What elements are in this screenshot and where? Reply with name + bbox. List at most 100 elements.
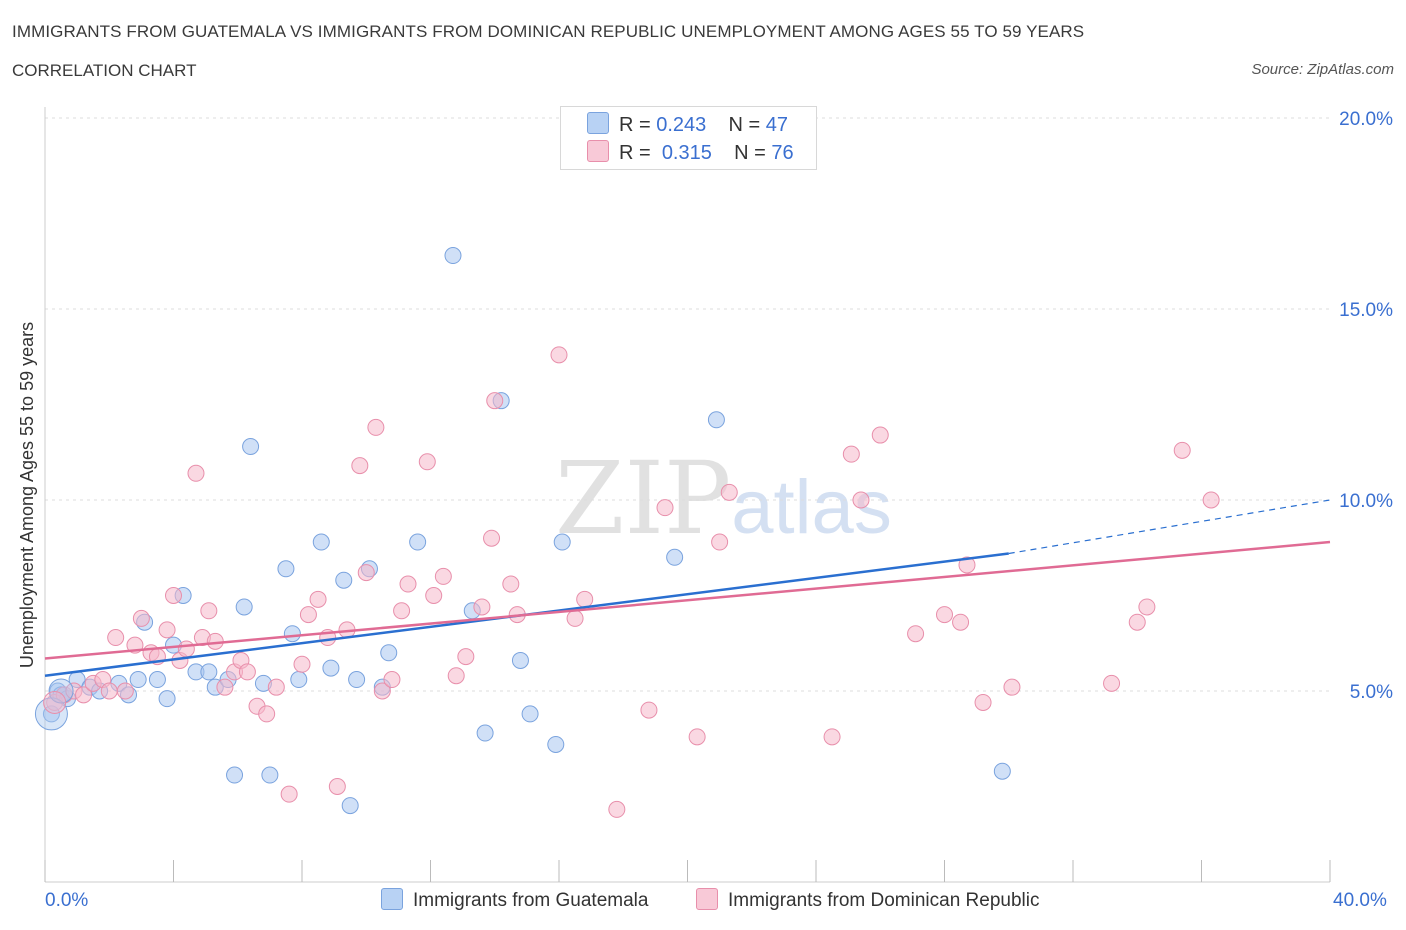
dominican-point [720, 483, 738, 501]
legend-n-label: N = [734, 142, 766, 164]
dominican-point [367, 418, 385, 436]
legend-label-dominican: Immigrants from Dominican Republic [728, 890, 1040, 911]
guatemala-point [261, 766, 279, 784]
dominican-point [351, 457, 369, 475]
dominican-point [936, 606, 953, 624]
dominican-point [1202, 491, 1220, 509]
dominican-point [258, 705, 276, 723]
dominican-point [576, 590, 594, 608]
dominican-point [974, 693, 992, 711]
stats-legend: R = 0.243 N = 47 R = 0.315 N = 76 [560, 106, 817, 170]
legend-row-guatemala: R = 0.243 N = 47 [587, 112, 788, 136]
dominican-point [165, 587, 182, 604]
legend-swatch-dominican [696, 888, 718, 910]
watermark-atlas: atlas [731, 465, 892, 550]
dominican-point [473, 598, 491, 616]
guatemala-point [322, 659, 340, 677]
legend-label-guatemala: Immigrants from Guatemala [413, 890, 649, 911]
dominican-point [393, 602, 411, 620]
guatemala-point [290, 671, 308, 689]
guatemala-point [200, 663, 218, 681]
legend-swatch-guatemala [381, 888, 403, 910]
dominican-point [640, 701, 658, 719]
dominican-point [399, 575, 417, 593]
dominican-point [328, 778, 346, 795]
dominican-point [566, 609, 584, 627]
guatemala-point [341, 797, 359, 815]
dominican-point [177, 640, 195, 658]
guatemala-point [335, 571, 353, 589]
dominican-point [1128, 613, 1146, 631]
guatemala-point [707, 411, 725, 429]
guatemala-point [666, 548, 684, 566]
axes [44, 107, 1331, 883]
legend-r-value-dominican: 0.315 [661, 142, 712, 164]
y-tick-labels: 5.0% 10.0% 15.0% 20.0% [1339, 109, 1393, 703]
legend-n-value-dominican: 76 [771, 142, 794, 164]
guatemala-point [129, 671, 147, 689]
dominican-point [75, 686, 93, 704]
legend-r-label: R = [619, 142, 651, 164]
dominican-point [1173, 441, 1191, 459]
dominican-point [483, 529, 501, 547]
x-tick-label-min: 0.0% [45, 890, 89, 911]
watermark-zip: ZIP [555, 440, 732, 557]
dominican-point [100, 682, 118, 700]
guatemala-point [476, 724, 494, 742]
guatemala-point [409, 533, 427, 551]
legend-swatch-dominican [587, 140, 609, 162]
dominican-point [418, 453, 436, 471]
dominican-point [1003, 678, 1021, 696]
guatemala-point [277, 560, 295, 578]
guatemala-point [148, 671, 166, 689]
dominican-point [907, 625, 925, 643]
trend-lines [44, 499, 1331, 677]
guatemala-point [380, 644, 398, 662]
dominican-point [299, 606, 317, 624]
guatemala-point [993, 762, 1011, 780]
dominican-point [383, 671, 401, 689]
source-label: Source: ZipAtlas.com [1251, 61, 1394, 78]
x-tick-label-max: 40.0% [1333, 890, 1387, 911]
legend-item-dominican[interactable]: Immigrants from Dominican Republic [696, 888, 1040, 912]
legend-row-dominican: R = 0.315 N = 76 [587, 140, 794, 164]
dominican-trend-line [44, 540, 1331, 660]
dominican-point [871, 426, 889, 444]
dominican-point [1138, 598, 1156, 616]
legend-r-value-guatemala: 0.243 [656, 114, 707, 136]
dominican-point [425, 587, 443, 604]
dominican-point [132, 609, 150, 627]
guatemala-point [226, 766, 244, 784]
legend-item-guatemala[interactable]: Immigrants from Guatemala [381, 888, 648, 912]
guatemala-point [444, 247, 462, 265]
legend-n-value-guatemala: 47 [765, 114, 789, 136]
dominican-point [267, 678, 285, 696]
guatemala-point [158, 690, 176, 708]
dominican-point [373, 682, 391, 700]
legend-swatch-guatemala [587, 112, 609, 134]
dominican-point [200, 602, 218, 620]
guatemala-point [283, 625, 301, 643]
guatemala-point [547, 735, 565, 753]
dominican-point [434, 567, 452, 585]
legend-r-label: R = [619, 114, 651, 136]
guatemala-point [348, 671, 366, 689]
dominican-point [711, 533, 729, 551]
dominican-point [958, 556, 976, 574]
data-points [34, 247, 1220, 818]
y-tick-label: 5.0% [1350, 682, 1393, 703]
y-tick-label: 20.0% [1339, 109, 1393, 130]
guatemala-point [312, 533, 330, 551]
dominican-point [952, 613, 970, 631]
chart-subtitle: CORRELATION CHART [12, 61, 197, 80]
guatemala-point [235, 598, 253, 616]
guatemala-point [553, 533, 571, 551]
dominican-point [447, 667, 465, 685]
guatemala-point [511, 651, 529, 669]
dominican-point [238, 663, 256, 681]
dominican-point [608, 800, 626, 818]
dominican-point [842, 445, 860, 463]
y-tick-label: 10.0% [1339, 491, 1393, 512]
legend-n-label: N = [728, 114, 761, 136]
